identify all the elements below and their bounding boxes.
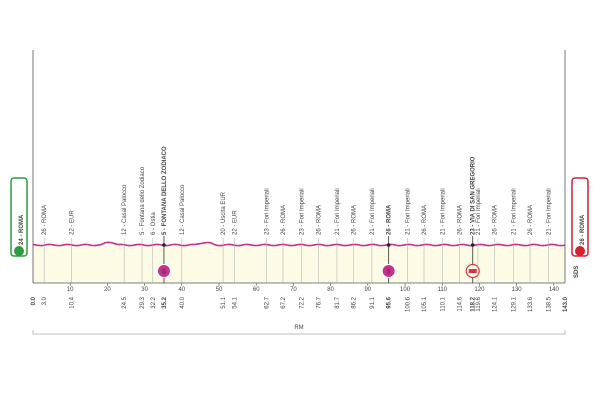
km-value: 133.6 bbox=[528, 296, 534, 312]
km-value: 76.7 bbox=[316, 296, 322, 308]
km-value: 35.2 bbox=[162, 296, 168, 308]
sprint-icon bbox=[381, 264, 396, 278]
waypoint-label: 21 - Fori Imperiali bbox=[405, 188, 411, 235]
waypoint-label: 12 - Casal Palocco bbox=[180, 184, 186, 235]
km-tick-label: 70 bbox=[290, 287, 297, 293]
finish-icon bbox=[575, 246, 585, 256]
province-label: RM bbox=[294, 325, 303, 331]
sprint-icon-text: S bbox=[387, 270, 391, 276]
waypoint-label: 26 - ROMA bbox=[42, 205, 48, 235]
km-tick-label: 120 bbox=[474, 287, 485, 293]
waypoint-label: 5 - Fontana dello Zodiaco bbox=[140, 166, 146, 235]
waypoint-label: 22 - EUR bbox=[232, 210, 238, 235]
waypoint-label: 26 - ROMA bbox=[316, 205, 322, 235]
profile-fill bbox=[33, 242, 565, 283]
start-icon bbox=[14, 246, 24, 256]
km-value: 24.5 bbox=[122, 296, 128, 308]
start-label: 24 - ROMA bbox=[19, 214, 25, 245]
km-tick-label: 30 bbox=[141, 287, 148, 293]
waypoint-label: 26 - ROMA bbox=[352, 205, 358, 235]
sprint-icon-text: S bbox=[162, 270, 166, 276]
km-value: 72.2 bbox=[300, 296, 306, 308]
sprint-icon bbox=[156, 264, 171, 278]
km-value: 62.7 bbox=[264, 296, 270, 308]
waypoint-label: 23 - Fori Imperiali bbox=[300, 188, 306, 235]
waypoint-label: 21 - Fori Imperiali bbox=[546, 188, 552, 235]
waypoint-label: 21 - Fori Imperiali bbox=[511, 188, 517, 235]
waypoint-label: 20 - Uscita EUR bbox=[221, 191, 227, 235]
km-value: 51.1 bbox=[221, 296, 227, 308]
km-value: 124.1 bbox=[493, 296, 499, 312]
km-tick-label: 130 bbox=[512, 287, 523, 293]
waypoint-label: 23 - VIA DI SAN GREGORIO bbox=[471, 156, 477, 235]
bonus-badge-inner bbox=[468, 269, 477, 273]
waypoint-dot bbox=[162, 243, 166, 247]
waypoint-label: 22 - EUR bbox=[70, 210, 76, 235]
km-value: 100.6 bbox=[405, 296, 411, 312]
waypoint-label: 23 - Fori Imperiali bbox=[264, 188, 270, 235]
waypoint-dot bbox=[386, 243, 391, 247]
km-value: 129.1 bbox=[511, 296, 517, 312]
km-value: 143.0 bbox=[563, 296, 569, 312]
km-value: 138.5 bbox=[546, 296, 552, 312]
km-tick-label: 10 bbox=[67, 287, 74, 293]
waypoint-label: 26 - ROMA bbox=[457, 205, 463, 235]
km-tick-label: 110 bbox=[437, 287, 447, 293]
waypoint-label: 5 - FONTANA DELLO ZODIACO bbox=[162, 146, 168, 235]
finish-note: SDS bbox=[574, 266, 580, 278]
km-value: 110.1 bbox=[441, 296, 447, 311]
km-value: 95.6 bbox=[387, 296, 393, 308]
km-tick-label: 100 bbox=[400, 287, 411, 293]
km-tick-label: 140 bbox=[549, 287, 560, 293]
km-value: 54.1 bbox=[232, 296, 238, 308]
waypoint-label: 21 - Fori Imperiali bbox=[335, 188, 341, 235]
waypoint-label: 26 - ROMA bbox=[387, 204, 393, 235]
waypoint-label: 21 - Fori Imperiali bbox=[476, 188, 482, 235]
km-tick-label: 50 bbox=[216, 287, 223, 293]
km-value: 118.2 bbox=[471, 296, 477, 311]
km-value: 81.7 bbox=[335, 296, 341, 308]
km-value: 86.2 bbox=[352, 296, 358, 308]
km-value: 67.2 bbox=[281, 296, 287, 308]
km-value: 32.2 bbox=[151, 296, 157, 308]
province-bracket bbox=[32, 330, 566, 335]
waypoint-label: 6 - Ostia bbox=[151, 212, 157, 235]
km-tick-label: 80 bbox=[327, 287, 334, 293]
km-value: 40.0 bbox=[180, 296, 186, 308]
waypoint-label: 26 - ROMA bbox=[422, 205, 428, 235]
waypoint-label: 21 - Fori Imperiali bbox=[441, 188, 447, 235]
waypoint-label: 26 - ROMA bbox=[281, 205, 287, 235]
waypoint-label: 12 - Casal Palocco bbox=[122, 184, 128, 235]
km-value: 3.0 bbox=[42, 296, 48, 305]
km-tick-label: 40 bbox=[178, 287, 185, 293]
profile-line bbox=[32, 241, 566, 247]
waypoint-label: 21 - Fori Imperiali bbox=[370, 188, 376, 235]
km-value: 29.3 bbox=[140, 296, 146, 308]
km-value: 105.1 bbox=[422, 296, 428, 312]
km-value: 119.6 bbox=[476, 296, 482, 311]
waypoint-label: 26 - ROMA bbox=[493, 205, 499, 235]
km-value: 0.0 bbox=[31, 296, 37, 305]
km-tick-label: 60 bbox=[253, 287, 260, 293]
km-value: 91.1 bbox=[370, 296, 376, 308]
km-value: 114.6 bbox=[457, 296, 463, 311]
waypoint-label: 26 - ROMA bbox=[528, 205, 534, 235]
finish-label: 26 - ROMA bbox=[580, 214, 586, 245]
km-tick-label: 20 bbox=[104, 287, 111, 293]
km-tick-label: 90 bbox=[364, 287, 371, 293]
waypoint-dot bbox=[470, 243, 475, 247]
km-value: 10.4 bbox=[70, 296, 76, 308]
